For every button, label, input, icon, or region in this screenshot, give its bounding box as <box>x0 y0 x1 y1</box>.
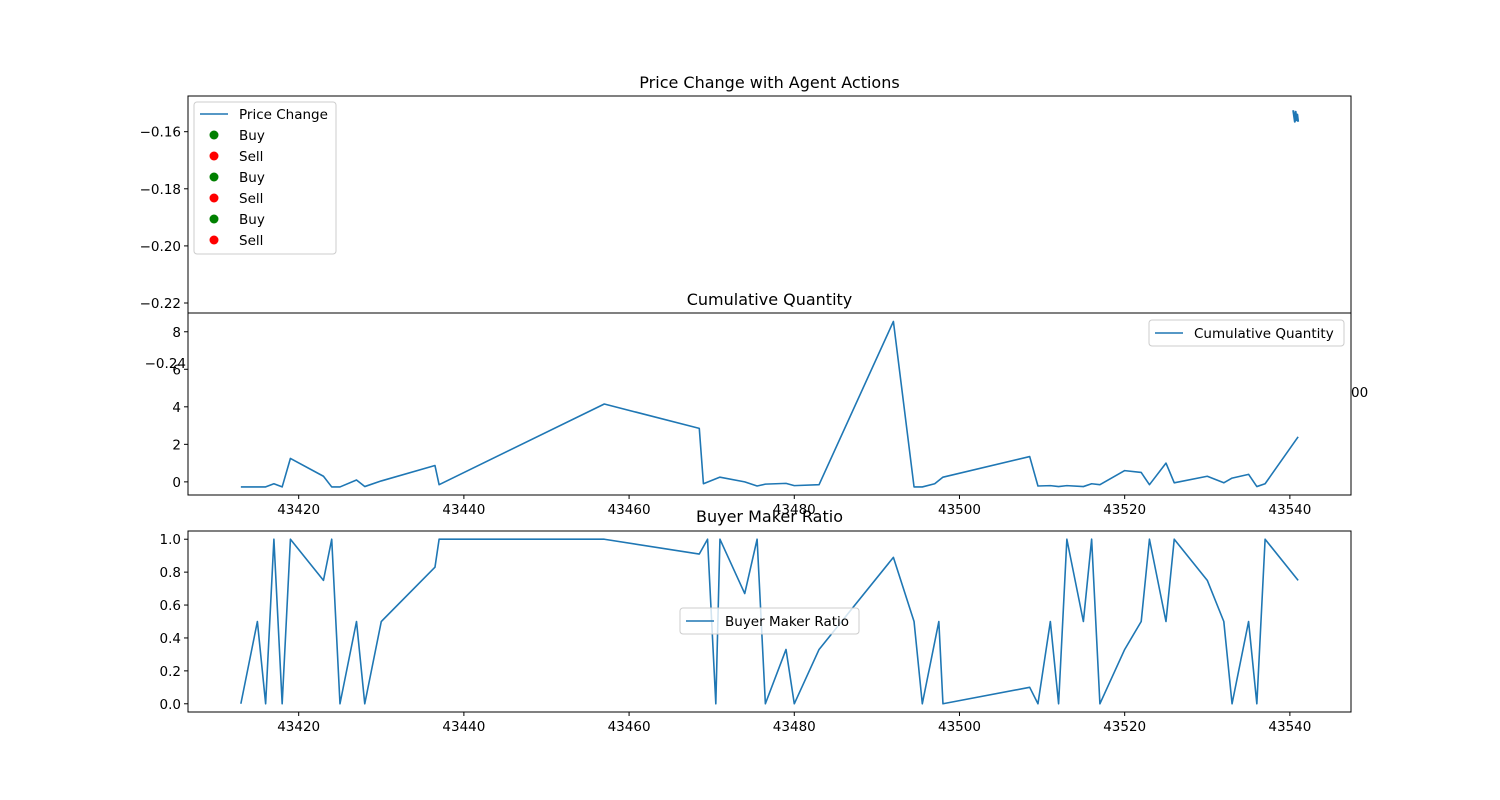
x-tick-label: 43540 <box>1268 502 1311 518</box>
x-tick-label: 43480 <box>773 719 816 735</box>
y-tick-label: 0.0 <box>160 697 181 713</box>
cumulative-quantity-y-ticks: 0 2 4 6 8 <box>172 325 188 491</box>
y-tick-label: 0.8 <box>160 565 181 581</box>
y-tick-label: 1.0 <box>160 532 181 548</box>
x-tick-label: 43520 <box>1103 719 1146 735</box>
cumulative-quantity-axes-frame <box>187 312 1352 496</box>
x-tick-label: 43440 <box>442 719 485 735</box>
price-change-overlap-y-label: −0.24 <box>145 356 186 372</box>
y-tick-label: 0.4 <box>160 631 181 647</box>
buyer-maker-ratio-series <box>240 538 1299 705</box>
cumulative-quantity-title: Cumulative Quantity <box>687 290 853 309</box>
x-tick-label: 43460 <box>608 719 651 735</box>
legend-marker-handle <box>209 193 219 203</box>
y-tick-label: 0 <box>172 475 181 491</box>
price-change-y-ticks: −0.16 −0.18 −0.20 −0.22 <box>140 125 188 312</box>
buyer-maker-ratio-x-ticks: 43420 43440 43460 43480 43500 43520 43540 <box>277 712 1311 735</box>
y-tick-label: −0.22 <box>140 296 181 312</box>
price-change-panel: −0.16 −0.18 −0.20 −0.22 Price Change with A… <box>140 73 1352 314</box>
legend-marker-handle <box>209 130 219 140</box>
y-tick-label: −0.20 <box>140 239 181 255</box>
x-tick-label: 43460 <box>608 502 651 518</box>
price-change-series <box>1292 110 1300 123</box>
legend-marker-handle <box>209 151 219 161</box>
x-tick-label: 43480 <box>773 502 816 518</box>
y-tick-label: 0.2 <box>160 664 181 680</box>
legend-label: Buy <box>239 128 265 144</box>
legend-marker-handle <box>209 172 219 182</box>
legend-box <box>679 607 860 635</box>
y-tick-label: 0.6 <box>160 598 181 614</box>
legend-label: Price Change <box>239 107 328 123</box>
legend-label: Buy <box>239 170 265 186</box>
series-line <box>1292 110 1300 123</box>
x-tick-label: 43520 <box>1103 502 1146 518</box>
legend-box <box>1148 319 1345 347</box>
price-change-title: Price Change with Agent Actions <box>639 73 899 92</box>
buyer-maker-ratio-axes-frame <box>187 530 1352 713</box>
buyer-maker-ratio-panel: 0.00.20.40.60.81.0 43420 43440 43460 43480 4… <box>160 507 1352 735</box>
legend-label: Buyer Maker Ratio <box>725 614 849 630</box>
y-tick-label: −0.18 <box>140 182 181 198</box>
x-tick-label: 43500 <box>938 719 981 735</box>
legend-label: Sell <box>239 191 263 207</box>
buyer-maker-ratio-legend: Buyer Maker Ratio <box>679 607 860 635</box>
series-line <box>240 320 1299 488</box>
y-tick-label: 8 <box>172 325 181 341</box>
buyer-maker-ratio-y-ticks: 0.0 0.2 0.4 0.6 0.8 1.0 <box>160 532 188 713</box>
x-tick-label: 43500 <box>938 502 981 518</box>
legend-box <box>193 101 337 255</box>
cumulative-quantity-x-ticks: 43420 43440 43460 43480 43500 43520 43540 <box>277 495 1311 518</box>
legend-label: Sell <box>239 233 263 249</box>
x-tick-label: 43420 <box>277 502 320 518</box>
y-tick-label: 4 <box>172 400 181 416</box>
x-tick-label: 43540 <box>1268 719 1311 735</box>
price-change-overlap-x-label: 00 <box>1351 385 1368 401</box>
x-tick-label: 43420 <box>277 719 320 735</box>
legend-marker-handle <box>209 235 219 245</box>
series-line <box>240 538 1299 705</box>
y-tick-label: −0.16 <box>140 125 181 141</box>
cumulative-quantity-series <box>240 320 1299 488</box>
legend-label: Buy <box>239 212 265 228</box>
x-tick-label: 43440 <box>442 502 485 518</box>
legend-label: Cumulative Quantity <box>1194 326 1334 342</box>
price-change-legend: Price Change Buy Sell Buy Sell Buy Sell <box>193 101 337 255</box>
y-tick-label: 2 <box>172 437 181 453</box>
legend-label: Sell <box>239 149 263 165</box>
cumulative-quantity-panel: 0 2 4 6 8 43420 43440 43460 43480 43500 43520 4354… <box>172 312 1352 518</box>
legend-marker-handle <box>209 214 219 224</box>
cumulative-quantity-legend: Cumulative Quantity <box>1148 319 1345 347</box>
y-tick-label: 6 <box>172 362 181 378</box>
buyer-maker-ratio-title: Buyer Maker Ratio <box>696 507 843 526</box>
